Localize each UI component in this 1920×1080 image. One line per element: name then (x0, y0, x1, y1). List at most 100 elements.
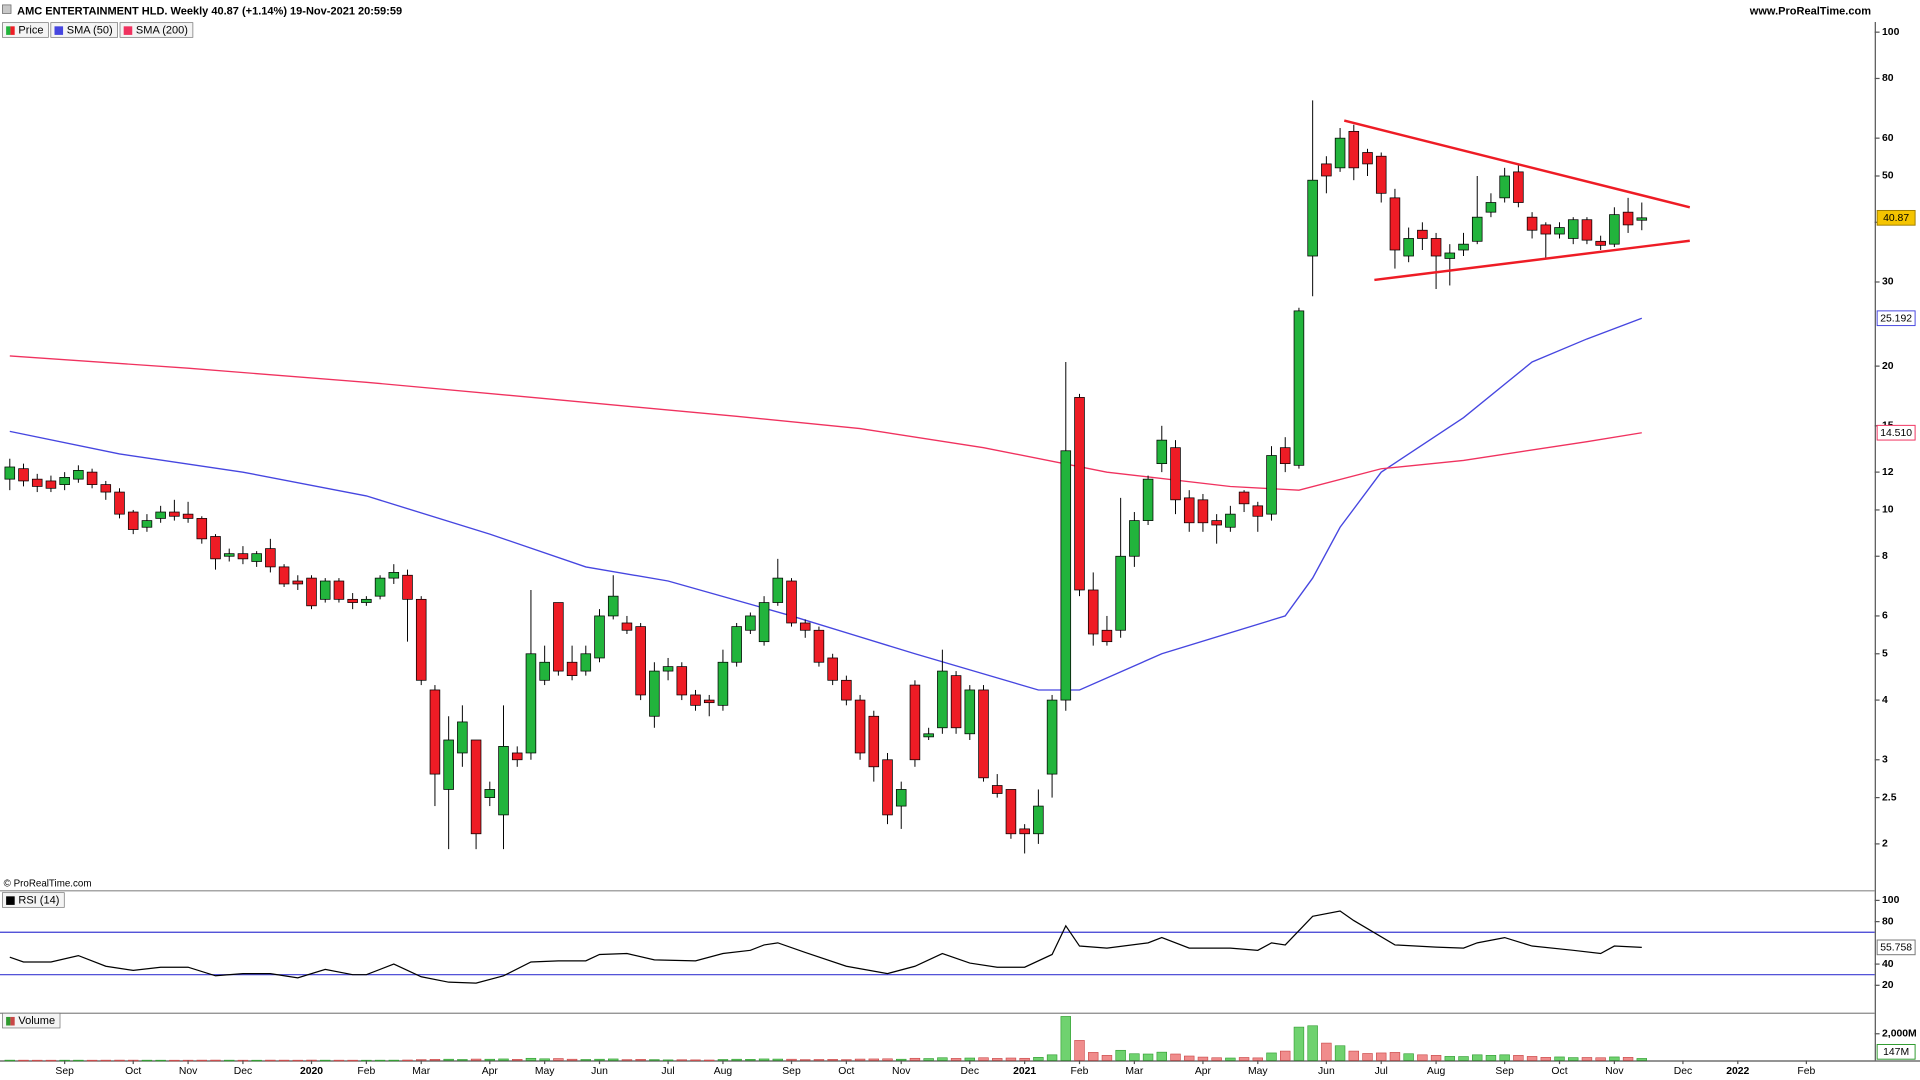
candle-body (484, 789, 496, 798)
legend-swatch (10, 26, 15, 35)
x-tick-label: Nov (892, 1066, 911, 1077)
volume-bar (635, 1059, 646, 1061)
x-tick-label: Mar (412, 1066, 430, 1077)
volume-bar (1403, 1053, 1414, 1061)
legend-item[interactable] (2, 1012, 61, 1029)
volume-bar (1074, 1040, 1085, 1061)
candle-body (374, 577, 386, 597)
legend-item[interactable] (50, 22, 118, 38)
candle-body (868, 715, 880, 768)
legend-item[interactable] (2, 892, 65, 908)
volume-bar (841, 1059, 852, 1061)
x-tick-label: May (535, 1066, 555, 1077)
volume-bar (45, 1059, 57, 1062)
volume-bar (1444, 1056, 1455, 1061)
value-label-box (1876, 310, 1916, 327)
volume-bar (347, 1059, 358, 1062)
volume-bar (512, 1059, 523, 1061)
volume-bar (429, 1059, 441, 1061)
value-label-box (1876, 424, 1916, 441)
candle-body (539, 661, 550, 681)
candle-body (73, 470, 84, 480)
chart-title: AMC ENTERTAINMENT HLD. Weekly 40.87 (+1.… (17, 6, 402, 18)
x-tick-label: May (1248, 1066, 1268, 1077)
volume-bar (1554, 1056, 1565, 1061)
volume-bar (1513, 1055, 1524, 1061)
volume-bar (498, 1058, 509, 1061)
volume-bar (1417, 1054, 1428, 1061)
volume-bar (909, 1057, 921, 1061)
x-tick-label: Jun (1318, 1066, 1335, 1077)
volume-bar (704, 1059, 715, 1062)
x-tick-label: Mar (1125, 1066, 1143, 1077)
x-tick-label: Apr (482, 1066, 499, 1077)
y-tick-label: 10 (1882, 505, 1894, 516)
candle-body (114, 491, 125, 515)
value-label: 55.758 (1880, 943, 1912, 954)
legend-item[interactable] (119, 22, 194, 38)
window-icon[interactable] (2, 4, 12, 14)
y-tick-label: 3 (1882, 755, 1888, 766)
volume-bar (278, 1059, 290, 1062)
y-tick-label: 20 (1882, 361, 1894, 372)
x-tick-label: Oct (838, 1066, 854, 1077)
volume-bar (950, 1058, 962, 1061)
candle-body (745, 615, 756, 631)
volume-bar (333, 1059, 345, 1062)
volume-bar (470, 1058, 482, 1061)
volume-bar (992, 1058, 1003, 1061)
y-tick-label: 5 (1882, 649, 1888, 660)
legend-label: Price (18, 25, 43, 37)
candle-body (210, 536, 221, 560)
volume-bar (690, 1059, 701, 1061)
candle-body (1225, 513, 1236, 528)
y-tick-label: 80 (1882, 73, 1894, 84)
candle-body (991, 785, 1003, 794)
candle-body (690, 694, 701, 706)
candle-body (388, 572, 400, 579)
x-tick-label: Dec (234, 1066, 252, 1077)
volume-bar (210, 1059, 221, 1062)
candle-body (607, 595, 619, 617)
volume-bar (1170, 1053, 1181, 1061)
y-tick-label: 30 (1882, 277, 1894, 288)
x-tick-label: Sep (782, 1066, 801, 1077)
candle-body (1211, 520, 1222, 526)
candle-body (923, 733, 934, 738)
volume-bar (827, 1059, 838, 1061)
legend-swatch (6, 26, 11, 35)
volume-bar (772, 1058, 784, 1061)
legend-swatch (123, 26, 133, 35)
candle-body (772, 577, 784, 603)
candle-body (361, 598, 372, 603)
volume-bar (320, 1059, 331, 1062)
candle-body (18, 468, 29, 482)
volume-bar (1622, 1057, 1634, 1061)
copyright: © ProRealTime.com (4, 879, 92, 890)
y-tick-label: 6 (1882, 611, 1888, 622)
y-tick-label: 80 (1882, 916, 1894, 927)
volume-bar (484, 1058, 495, 1061)
x-tick-label: Sep (55, 1066, 74, 1077)
candle-body (594, 615, 605, 659)
candle-body (827, 657, 838, 681)
volume-bar (1334, 1045, 1346, 1061)
candle-body (1526, 216, 1538, 231)
candle-body (1005, 789, 1017, 835)
y-tick-label: 20 (1882, 980, 1894, 991)
candle-body (1485, 202, 1497, 213)
y-tick-label: 100 (1882, 895, 1900, 906)
volume-bar (854, 1058, 866, 1061)
volume-bar (745, 1059, 756, 1061)
candle-body (1170, 447, 1181, 501)
candle-body (1444, 252, 1456, 259)
volume-bar (86, 1059, 98, 1062)
volume-bar (1266, 1052, 1277, 1061)
x-tick-label: Aug (714, 1066, 733, 1077)
candle-body (169, 511, 180, 517)
y-tick-label: 2 (1882, 839, 1888, 850)
candle-body (1266, 455, 1277, 515)
candle-body (402, 574, 413, 600)
candle-body (1430, 238, 1442, 257)
